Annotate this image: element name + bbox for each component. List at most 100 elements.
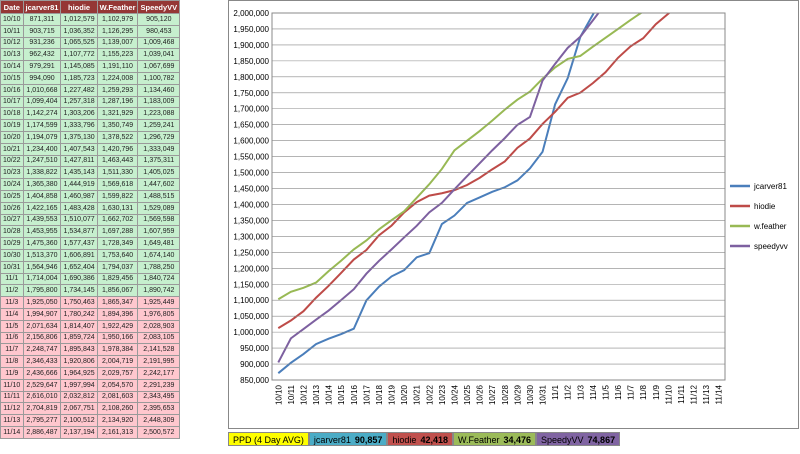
cell: 1,174,599 <box>22 119 62 132</box>
ppd-value: 74,867 <box>587 435 616 445</box>
cell: 1,840,724 <box>137 272 181 286</box>
table-row: 11/9 2,436,666 1,964,925 2,029,757 2,242,177 <box>0 366 181 380</box>
y-tick-label: 1,250,000 <box>233 248 269 257</box>
cell: 1,895,843 <box>60 343 98 357</box>
cell: 1,569,618 <box>96 178 139 191</box>
table-row: 10/24 1,365,380 1,444,919 1,569,618 1,447,60… <box>0 178 181 191</box>
cell: 1,100,782 <box>137 71 181 85</box>
cell: 1,447,602 <box>137 178 181 191</box>
cell: 980,453 <box>137 24 181 38</box>
cell: 2,616,010 <box>22 390 62 404</box>
cell: 1,142,274 <box>22 107 62 121</box>
date-cell: 10/16 <box>0 83 24 97</box>
x-tick-label: 11/7 <box>627 384 636 400</box>
cell: 1,224,008 <box>96 71 139 85</box>
date-cell: 10/28 <box>0 225 24 239</box>
y-tick-label: 1,300,000 <box>233 232 269 241</box>
y-tick-label: 1,950,000 <box>233 25 269 34</box>
table-row: 10/28 1,453,955 1,534,877 1,697,288 1,607,95… <box>0 225 181 239</box>
cell: 2,795,277 <box>22 414 62 427</box>
cell: 1,510,077 <box>60 213 98 227</box>
table-row: 11/5 2,071,634 1,814,407 1,922,429 2,028,903 <box>0 319 181 333</box>
y-tick-label: 1,450,000 <box>233 185 269 194</box>
date-cell: 10/25 <box>0 189 24 203</box>
series-line <box>277 13 671 329</box>
cell: 1,065,525 <box>60 36 98 50</box>
cell: 1,067,699 <box>137 60 181 73</box>
cell: 1,036,352 <box>60 24 98 38</box>
y-tick-label: 1,100,000 <box>233 296 269 305</box>
y-tick-label: 1,600,000 <box>233 137 269 146</box>
cell: 1,511,330 <box>96 166 139 180</box>
date-cell: 11/1 <box>0 272 24 286</box>
cell: 1,259,241 <box>137 119 181 132</box>
ppd-value: 90,857 <box>354 435 383 445</box>
table-row: 10/25 1,404,858 1,460,987 1,599,822 1,488,51… <box>0 189 181 203</box>
cell: 1,287,196 <box>96 95 139 109</box>
cell: 1,183,009 <box>137 95 181 109</box>
cell: 1,630,131 <box>96 201 139 215</box>
table-row: 10/31 1,564,946 1,652,404 1,794,037 1,788,25… <box>0 260 181 274</box>
date-cell: 10/14 <box>0 60 24 73</box>
x-tick-label: 11/5 <box>601 384 610 400</box>
cell: 2,886,487 <box>22 425 62 439</box>
cell: 1,420,796 <box>96 142 139 156</box>
y-tick-label: 1,650,000 <box>233 121 269 130</box>
cell: 1,405,025 <box>137 166 181 180</box>
cell: 871,311 <box>22 13 62 26</box>
table-row: 10/29 1,475,360 1,577,437 1,728,349 1,649,48… <box>0 237 181 250</box>
date-cell: 11/2 <box>0 284 24 298</box>
cell: 1,234,400 <box>22 142 62 156</box>
table-row: 10/17 1,099,404 1,257,318 1,287,196 1,183,00… <box>0 95 181 109</box>
cell: 1,922,429 <box>96 319 139 333</box>
cell: 1,925,449 <box>137 296 181 309</box>
cell: 2,134,920 <box>96 414 139 427</box>
x-tick-label: 11/11 <box>677 384 686 403</box>
date-cell: 11/14 <box>0 425 24 439</box>
date-cell: 10/27 <box>0 213 24 227</box>
cell: 2,500,572 <box>137 425 181 439</box>
cell: 1,039,041 <box>137 48 181 62</box>
table-row: 10/27 1,439,553 1,510,077 1,662,702 1,569,59… <box>0 213 181 227</box>
y-tick-label: 1,750,000 <box>233 89 269 98</box>
cell: 1,422,165 <box>22 201 62 215</box>
table-row: 11/2 1,795,800 1,734,145 1,856,067 1,890,742 <box>0 284 181 298</box>
x-tick-label: 11/9 <box>652 384 661 400</box>
date-cell: 11/8 <box>0 355 24 368</box>
cell: 1,145,085 <box>60 60 98 73</box>
table-row: 10/18 1,142,274 1,303,206 1,321,929 1,223,08… <box>0 107 181 121</box>
y-tick-label: 1,550,000 <box>233 153 269 162</box>
cell: 1,223,088 <box>137 107 181 121</box>
date-cell: 10/31 <box>0 260 24 274</box>
x-tick-label: 10/16 <box>350 384 359 405</box>
table-row: 11/7 2,248,747 1,895,843 1,978,384 2,141,528 <box>0 343 181 357</box>
x-tick-label: 10/30 <box>526 384 535 405</box>
cell: 1,606,891 <box>60 248 98 262</box>
cell: 1,378,522 <box>96 130 139 144</box>
cell: 1,463,443 <box>96 154 139 168</box>
table-row: 10/12 931,236 1,065,525 1,139,007 1,009,468 <box>0 36 181 50</box>
cell: 1,814,407 <box>60 319 98 333</box>
cell: 1,012,579 <box>60 13 98 26</box>
cell: 1,259,293 <box>96 83 139 97</box>
cell: 1,753,640 <box>96 248 139 262</box>
y-tick-label: 1,850,000 <box>233 57 269 66</box>
date-cell: 10/29 <box>0 237 24 250</box>
cell: 2,436,666 <box>22 366 62 380</box>
cell: 1,652,404 <box>60 260 98 274</box>
cell: 2,291,239 <box>137 378 181 392</box>
table-row: 11/3 1,925,050 1,750,463 1,865,347 1,925,449 <box>0 296 181 309</box>
legend-label: jcarver81 <box>753 182 787 191</box>
y-tick-label: 950,000 <box>240 344 269 353</box>
x-tick-label: 10/27 <box>488 384 497 405</box>
cell: 2,395,653 <box>137 402 181 416</box>
cell: 2,083,105 <box>137 331 181 345</box>
cell: 1,577,437 <box>60 237 98 250</box>
x-tick-label: 11/14 <box>715 384 724 404</box>
date-cell: 11/3 <box>0 296 24 309</box>
y-tick-label: 1,700,000 <box>233 105 269 114</box>
cell: 1,513,370 <box>22 248 62 262</box>
cell: 1,569,598 <box>137 213 181 227</box>
x-tick-label: 11/2 <box>564 384 573 400</box>
x-tick-label: 10/18 <box>375 384 384 405</box>
